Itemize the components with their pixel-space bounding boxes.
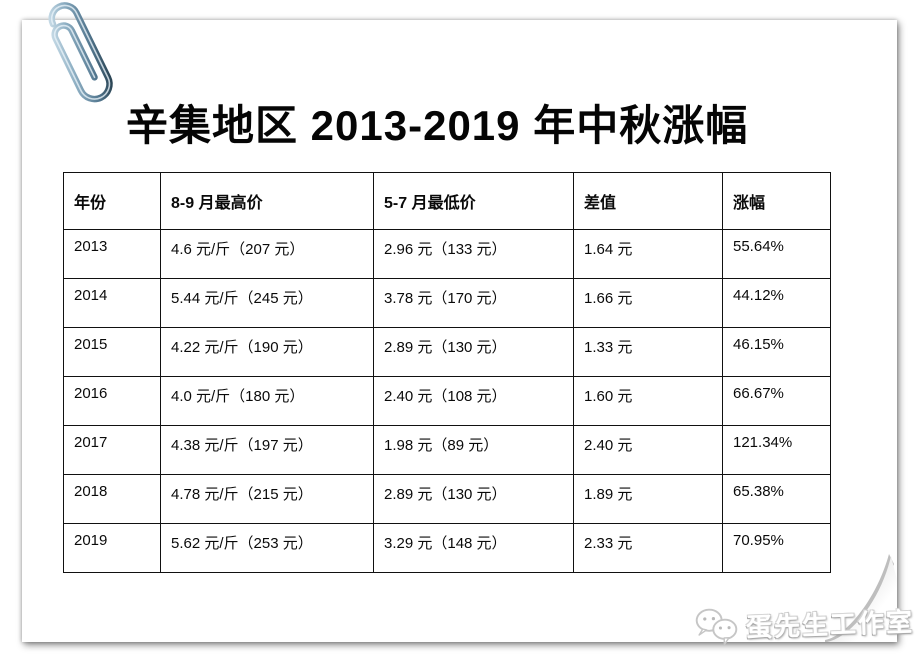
price-data-table: 年份 8-9 月最高价 5-7 月最低价 差值 涨幅 2013 4.6 元/斤（… bbox=[63, 172, 831, 573]
table-cell: 3.29 元（148 元） bbox=[373, 523, 574, 573]
table-cell: 2.89 元（130 元） bbox=[373, 474, 574, 524]
table-row-2017: 2017 4.38 元/斤（197 元） 1.98 元（89 元） 2.40 元… bbox=[63, 425, 831, 475]
table-cell: 4.78 元/斤（215 元） bbox=[160, 474, 374, 524]
table-cell: 1.33 元 bbox=[573, 327, 723, 377]
table-cell: 2.89 元（130 元） bbox=[373, 327, 574, 377]
table-cell: 121.34% bbox=[722, 425, 831, 475]
table-cell: 3.78 元（170 元） bbox=[373, 278, 574, 328]
table-header-row: 年份 8-9 月最高价 5-7 月最低价 差值 涨幅 bbox=[63, 172, 831, 230]
table-cell: 5.62 元/斤（253 元） bbox=[160, 523, 374, 573]
table-cell: 46.15% bbox=[722, 327, 831, 377]
col-header-year: 年份 bbox=[63, 172, 161, 230]
table-row-2019: 2019 5.62 元/斤（253 元） 3.29 元（148 元） 2.33 … bbox=[63, 523, 831, 573]
table-cell: 2017 bbox=[63, 425, 161, 475]
watermark: 蛋先生工作室 bbox=[693, 595, 915, 654]
table-cell: 2015 bbox=[63, 327, 161, 377]
page-title: 辛集地区 2013-2019 年中秋涨幅 bbox=[126, 102, 749, 149]
table-cell: 2016 bbox=[63, 376, 161, 426]
table-row-2014: 2014 5.44 元/斤（245 元） 3.78 元（170 元） 1.66 … bbox=[63, 278, 831, 328]
table-row-2015: 2015 4.22 元/斤（190 元） 2.89 元（130 元） 1.33 … bbox=[63, 327, 831, 377]
table-cell: 4.0 元/斤（180 元） bbox=[160, 376, 374, 426]
table-cell: 4.38 元/斤（197 元） bbox=[160, 425, 374, 475]
table-row-2016: 2016 4.0 元/斤（180 元） 2.40 元（108 元） 1.60 元… bbox=[63, 376, 831, 426]
table-cell: 66.67% bbox=[722, 376, 831, 426]
table-cell: 1.60 元 bbox=[573, 376, 723, 426]
table-cell: 2019 bbox=[63, 523, 161, 573]
table-cell: 2.40 元（108 元） bbox=[373, 376, 574, 426]
table-cell: 4.22 元/斤（190 元） bbox=[160, 327, 374, 377]
table-row-2018: 2018 4.78 元/斤（215 元） 2.89 元（130 元） 1.89 … bbox=[63, 474, 831, 524]
col-header-difference: 差值 bbox=[573, 172, 723, 230]
wechat-bubbles-icon bbox=[695, 608, 738, 646]
table-cell: 55.64% bbox=[722, 229, 831, 279]
table-cell: 2018 bbox=[63, 474, 161, 524]
table-cell: 44.12% bbox=[722, 278, 831, 328]
table-row-2013: 2013 4.6 元/斤（207 元） 2.96 元（133 元） 1.64 元… bbox=[63, 229, 831, 279]
watermark-label: 蛋先生工作室 bbox=[745, 606, 915, 643]
table-cell: 70.95% bbox=[722, 523, 831, 573]
table-cell: 5.44 元/斤（245 元） bbox=[160, 278, 374, 328]
table-cell: 2013 bbox=[63, 229, 161, 279]
table-cell: 1.98 元（89 元） bbox=[373, 425, 574, 475]
col-header-high-price: 8-9 月最高价 bbox=[160, 172, 374, 230]
page-curl bbox=[825, 554, 897, 642]
col-header-increase: 涨幅 bbox=[722, 172, 831, 230]
table-cell: 4.6 元/斤（207 元） bbox=[160, 229, 374, 279]
table-cell: 1.64 元 bbox=[573, 229, 723, 279]
table-cell: 2.96 元（133 元） bbox=[373, 229, 574, 279]
table-cell: 2.33 元 bbox=[573, 523, 723, 573]
table-cell: 1.89 元 bbox=[573, 474, 723, 524]
table-cell: 2.40 元 bbox=[573, 425, 723, 475]
col-header-low-price: 5-7 月最低价 bbox=[373, 172, 574, 230]
table-cell: 2014 bbox=[63, 278, 161, 328]
table-cell: 65.38% bbox=[722, 474, 831, 524]
document-page: 辛集地区 2013-2019 年中秋涨幅 年份 8-9 月最高价 5-7 月最低… bbox=[22, 2, 915, 646]
table-cell: 1.66 元 bbox=[573, 278, 723, 328]
